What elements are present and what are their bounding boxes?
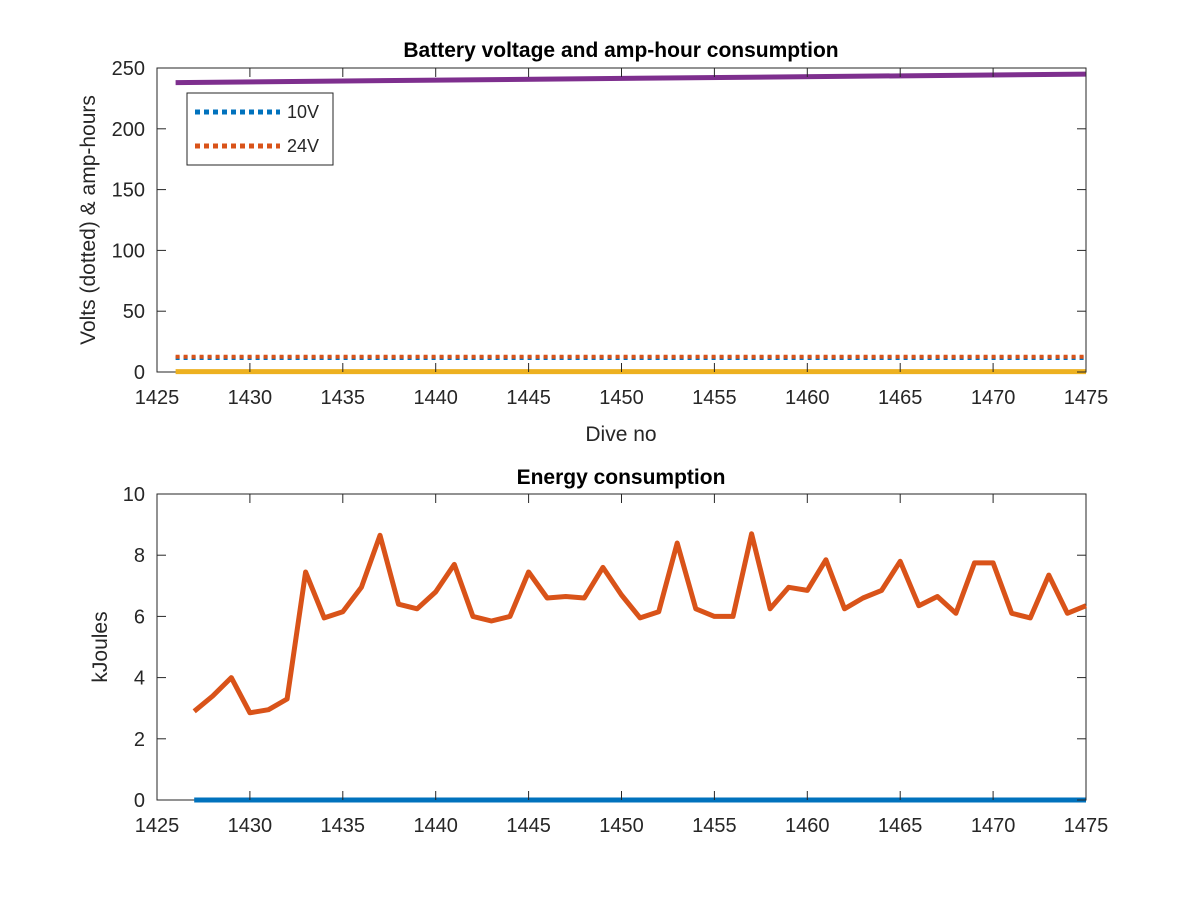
voltage-x-tick-label: 1425: [135, 387, 180, 409]
voltage-x-tick-label: 1440: [413, 387, 458, 409]
energy-y-axis-label: kJoules: [89, 611, 112, 682]
voltage-x-tick-label: 1465: [878, 387, 923, 409]
voltage-y-tick-label: 150: [112, 180, 145, 202]
legend-label-10v: 10V: [287, 102, 319, 122]
voltage-y-tick-label: 50: [123, 301, 145, 323]
energy-x-axis: 1425 1430 1435 1440 1445 1450 1455 1460 1465 1470…: [135, 494, 1109, 837]
voltage-x-tick-label: 1475: [1064, 387, 1109, 409]
voltage-x-axis-label: Dive no: [585, 423, 656, 446]
energy-y-tick-label: 2: [134, 729, 145, 751]
energy-x-tick-label: 1465: [878, 815, 923, 837]
voltage-y-tick-label: 200: [112, 119, 145, 141]
energy-x-tick-label: 1435: [321, 815, 366, 837]
energy-x-tick-label: 1450: [599, 815, 644, 837]
voltage-chart-title: Battery voltage and amp-hour consumption: [403, 39, 838, 62]
energy-y-axis: 0 2 4 6 8 10: [123, 484, 1086, 812]
energy-x-tick-label: 1440: [413, 815, 458, 837]
energy-series-line-1: [192, 531, 1087, 716]
energy-plot-area: [156, 493, 1087, 801]
energy-chart: 1425 1430 1435 1440 1445 1450 1455 1460 1465 1470…: [89, 466, 1108, 837]
energy-x-tick-label: 1445: [506, 815, 551, 837]
legend-box: [186, 92, 334, 166]
energy-x-tick-label: 1475: [1064, 815, 1109, 837]
voltage-y-axis: 0 50 100 150 200 250: [112, 58, 1086, 384]
energy-x-tick-label: 1430: [228, 815, 273, 837]
energy-y-tick-label: 10: [123, 484, 145, 506]
energy-y-tick-label: 8: [134, 545, 145, 567]
energy-x-tick-label: 1470: [971, 815, 1016, 837]
voltage-y-tick-label: 250: [112, 58, 145, 80]
voltage-y-tick-label: 100: [112, 240, 145, 262]
voltage-x-axis: 1425 1430 1435 1440 1445 1450 1455 1460 1465 1470…: [135, 68, 1109, 409]
energy-x-tick-label: 1425: [135, 815, 180, 837]
voltage-x-tick-label: 1455: [692, 387, 737, 409]
energy-x-tick-label: 1460: [785, 815, 830, 837]
voltage-x-tick-label: 1445: [506, 387, 551, 409]
voltage-chart: 1425 1430 1435 1440 1445 1450 1455 1460 1465 1470…: [77, 39, 1108, 446]
voltage-x-tick-label: 1435: [321, 387, 366, 409]
voltage-y-tick-label: 0: [134, 362, 145, 384]
energy-chart-title: Energy consumption: [517, 466, 726, 489]
energy-x-tick-label: 1455: [692, 815, 737, 837]
energy-y-tick-label: 4: [134, 668, 145, 690]
voltage-series-group: [175, 71, 1087, 375]
voltage-x-tick-label: 1430: [228, 387, 273, 409]
voltage-legend: 10V 24V: [186, 92, 334, 166]
voltage-x-tick-label: 1450: [599, 387, 644, 409]
energy-y-tick-label: 6: [134, 606, 145, 628]
voltage-x-tick-label: 1470: [971, 387, 1016, 409]
legend-label-24v: 24V: [287, 136, 319, 156]
voltage-series-line-3: [175, 71, 1087, 86]
voltage-x-tick-label: 1460: [785, 387, 830, 409]
energy-y-tick-label: 0: [134, 790, 145, 812]
voltage-y-axis-label: Volts (dotted) & amp-hours: [77, 95, 100, 345]
